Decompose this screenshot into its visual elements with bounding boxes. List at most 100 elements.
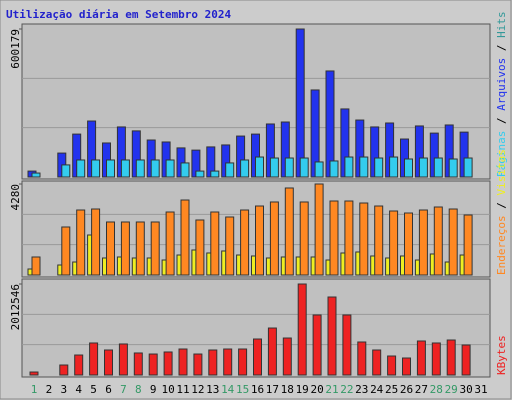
bar: [314, 161, 324, 178]
bar: [255, 205, 264, 276]
bar: [91, 159, 101, 178]
bar: [269, 201, 279, 276]
bar: [431, 342, 441, 376]
bar: [29, 371, 39, 376]
bar: [118, 343, 128, 376]
x-tick-label: 18: [281, 383, 294, 396]
legend-separator: /: [495, 196, 508, 216]
bar: [150, 221, 160, 276]
bar: [193, 353, 203, 376]
x-tick-label: 5: [90, 383, 97, 396]
bar: [433, 157, 443, 178]
bar: [238, 348, 248, 376]
bar: [357, 341, 367, 376]
bar: [461, 344, 471, 376]
bar: [31, 256, 41, 276]
bar: [314, 183, 324, 276]
legend-entry: Páginas: [495, 131, 508, 177]
bar: [135, 221, 145, 276]
legend-entry: KBytes: [495, 335, 508, 375]
bar: [89, 342, 99, 376]
bar: [225, 216, 235, 276]
bar: [344, 200, 354, 276]
bar: [240, 159, 250, 178]
bar: [463, 157, 473, 178]
bar: [448, 158, 458, 178]
x-tick-label: 10: [161, 383, 174, 396]
bar: [448, 208, 458, 276]
bar: [327, 296, 337, 376]
bar: [91, 208, 101, 276]
bar: [195, 219, 205, 276]
bar: [255, 156, 264, 178]
x-tick-label: 25: [385, 383, 398, 396]
x-tick-label: 11: [176, 383, 189, 396]
bar: [74, 354, 84, 376]
bar: [195, 170, 205, 178]
bar: [404, 212, 413, 276]
x-tick-label: 6: [105, 383, 112, 396]
x-tick-label: 15: [236, 383, 249, 396]
x-tick-label: 8: [135, 383, 142, 396]
bar: [76, 159, 86, 178]
bar: [342, 314, 352, 376]
bar: [210, 170, 220, 178]
bar: [359, 202, 369, 276]
x-tick-label: 1: [31, 383, 38, 396]
x-tick-label: 24: [370, 383, 384, 396]
bar: [389, 210, 399, 276]
x-tick-label: 12: [191, 383, 204, 396]
x-tick-label: 26: [400, 383, 413, 396]
x-tick-label: 7: [120, 383, 127, 396]
bar: [223, 348, 233, 376]
bar: [180, 199, 190, 276]
bar: [418, 157, 428, 178]
bar: [76, 209, 86, 276]
bar: [418, 209, 428, 276]
bar: [135, 159, 145, 178]
bar: [240, 209, 250, 276]
bar: [387, 355, 397, 376]
bar: [163, 351, 173, 376]
x-tick-label: 14: [221, 383, 235, 396]
bar: [31, 172, 41, 178]
bar: [120, 159, 130, 178]
bar: [433, 206, 443, 276]
x-tick-label: 3: [60, 383, 67, 396]
bar: [165, 159, 175, 178]
bar: [61, 226, 71, 276]
x-tick-label: 30: [459, 383, 472, 396]
bar: [284, 157, 294, 178]
bar: [59, 364, 69, 376]
x-tick-label: 20: [310, 383, 323, 396]
legend-entry: Endereços: [495, 215, 508, 275]
bar: [299, 201, 309, 276]
bar: [225, 162, 235, 178]
bar: [374, 205, 384, 276]
bar: [359, 156, 369, 178]
bar: [178, 348, 188, 376]
y-tick-label: 2012546: [9, 284, 22, 330]
bar: [267, 327, 277, 376]
bar: [463, 214, 473, 276]
bar: [404, 158, 413, 178]
x-tick-label: 21: [325, 383, 338, 396]
bar: [299, 157, 309, 178]
x-tick-label: 22: [340, 383, 353, 396]
bar: [269, 157, 279, 178]
y-tick-label: 600179: [9, 29, 22, 69]
bar: [416, 340, 426, 376]
bar: [104, 349, 113, 376]
x-tick-label: 28: [430, 383, 443, 396]
bar: [150, 159, 160, 178]
legend: Páginas / Arquivos / Hits: [495, 11, 508, 177]
x-tick-label: 19: [296, 383, 309, 396]
x-tick-label: 31: [474, 383, 487, 396]
bar: [372, 349, 382, 376]
x-tick-label: 16: [251, 383, 264, 396]
legend: KBytes: [495, 335, 508, 375]
bar: [180, 162, 190, 178]
legend-separator: /: [495, 38, 508, 58]
bar: [120, 221, 130, 276]
